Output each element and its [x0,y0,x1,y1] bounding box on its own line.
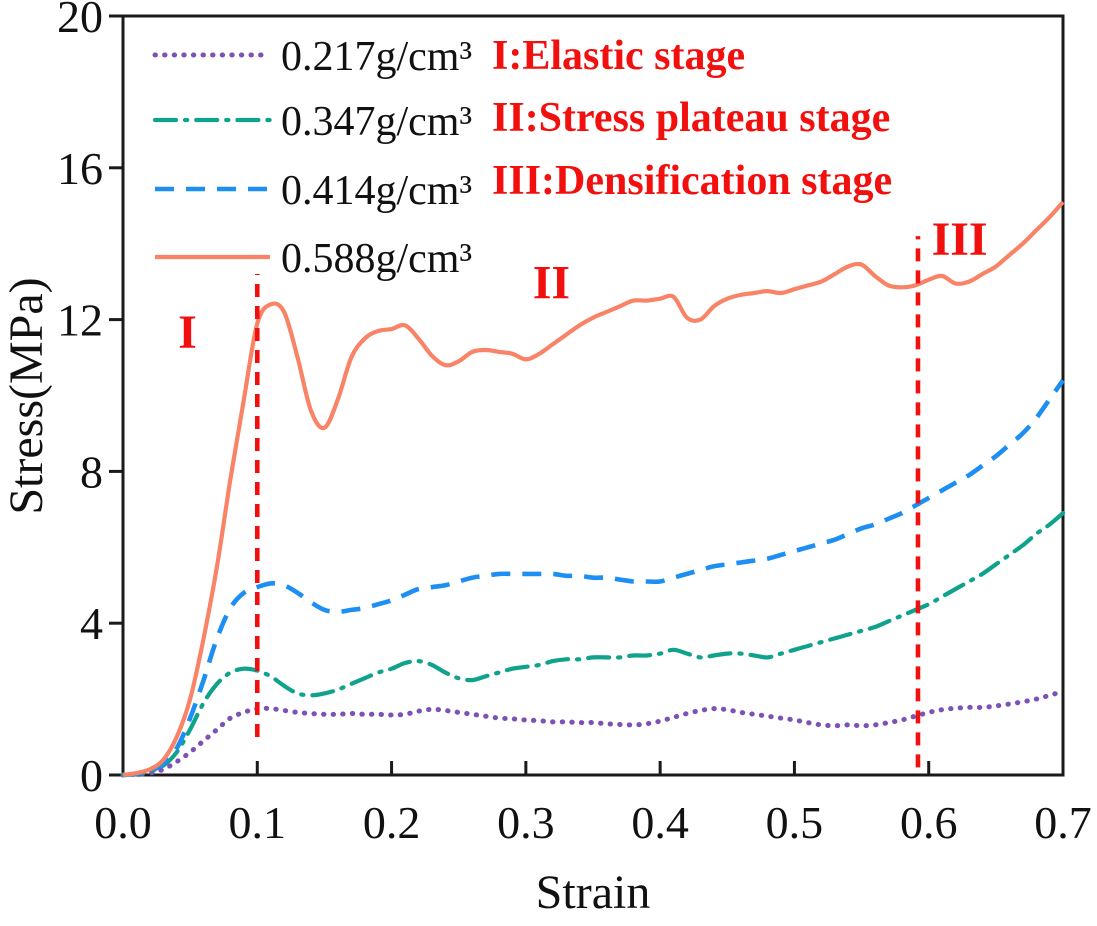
stage-legend-line-1: I:Elastic stage [492,33,745,79]
legend: 0.217g/cm³ 0.347g/cm³ 0.414g/cm³ 0.588g/cm³ [152,34,472,282]
legend-label-0.414: 0.414g/cm³ [281,168,472,214]
y-tick-label: 16 [57,143,103,194]
stage-boundary-lines [254,236,921,768]
stage-legend-line-2: II:Stress plateau stage [492,95,890,141]
x-tick-label: 0.6 [900,797,958,848]
y-tick-label: 12 [57,295,103,346]
x-tick-label: 0.2 [363,797,421,848]
y-tick-label: 8 [80,446,103,497]
legend-label-0.347: 0.347g/cm³ [281,99,472,145]
x-tick-labels: 0.0 0.1 0.2 0.3 0.4 0.5 0.6 0.7 [94,797,1092,848]
stage-legend-line-3: III:Densification stage [492,158,892,204]
curve-density-0.588 [122,200,1065,778]
curve-density-0.347 [120,511,1066,778]
y-tick-labels: 0 4 8 12 16 20 [57,0,103,801]
stage-numeral-II: II [533,257,570,310]
stage-numeral-I: I [178,306,197,359]
x-tick-label: 0.3 [497,797,555,848]
x-tick-label: 0.0 [94,797,152,848]
y-tick-label: 4 [80,598,103,649]
x-axis-title: Strain [536,866,651,919]
x-tick-label: 0.7 [1034,797,1092,848]
y-axis-title: Stress(MPa) [0,277,53,514]
data-curves [120,200,1066,778]
y-tick-label: 20 [57,0,103,42]
y-axis-ticks [109,14,123,777]
curve-density-0.414 [122,378,1065,778]
legend-label-0.588: 0.588g/cm³ [281,236,472,282]
plot-frame [121,14,1065,777]
stage-legend-text: I:Elastic stage II:Stress plateau stage II… [492,33,892,204]
y-tick-label: 0 [80,750,103,801]
x-tick-label: 0.5 [766,797,824,848]
x-axis-ticks [121,761,1065,775]
legend-label-0.217: 0.217g/cm³ [281,34,472,80]
x-tick-label: 0.4 [631,797,689,848]
x-tick-label: 0.1 [229,797,287,848]
curve-density-0.217 [120,689,1066,778]
stage-numeral-III: III [932,213,988,266]
